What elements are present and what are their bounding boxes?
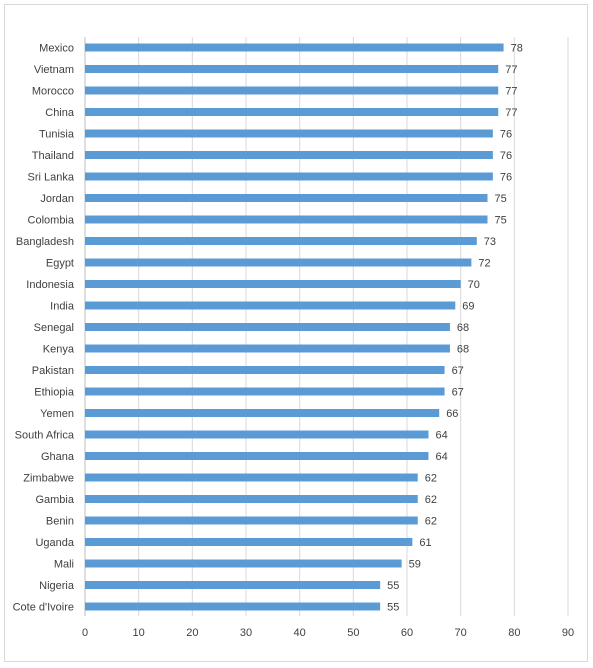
category-label-1: Vietnam: [34, 64, 74, 76]
bar-15: [85, 366, 445, 374]
category-label-0: Mexico: [39, 43, 74, 55]
data-label-10: 72: [478, 258, 490, 270]
category-label-21: Gambia: [35, 494, 74, 506]
data-label-9: 73: [484, 236, 496, 248]
bar-14: [85, 344, 450, 353]
bar-18: [85, 430, 429, 439]
x-tick-label-70: 70: [455, 627, 467, 639]
x-tick-label-80: 80: [508, 627, 520, 639]
bar-16: [85, 387, 445, 396]
data-label-12: 69: [462, 301, 474, 313]
category-label-12: India: [50, 301, 75, 313]
category-label-17: Yemen: [40, 408, 74, 420]
category-label-26: Cote d'Ivoire: [13, 602, 74, 614]
bar-12: [85, 301, 456, 310]
category-label-11: Indonesia: [26, 279, 75, 291]
bar-22: [85, 516, 418, 525]
category-label-13: Senegal: [34, 322, 74, 334]
x-tick-label-10: 10: [133, 627, 145, 639]
bar-17: [85, 409, 440, 417]
x-tick-label-40: 40: [294, 627, 306, 639]
data-label-26: 55: [387, 602, 399, 614]
category-label-16: Ethiopia: [34, 387, 75, 399]
data-label-5: 76: [500, 150, 512, 162]
data-label-1: 77: [505, 64, 517, 76]
data-label-13: 68: [457, 322, 469, 334]
data-label-19: 64: [435, 451, 447, 463]
bar-5: [85, 151, 493, 159]
x-tick-label-50: 50: [347, 627, 359, 639]
data-label-14: 68: [457, 344, 469, 356]
category-label-5: Thailand: [32, 150, 74, 162]
data-label-20: 62: [425, 473, 437, 485]
category-label-6: Sri Lanka: [28, 172, 75, 184]
bar-9: [85, 237, 477, 245]
bar-10: [85, 258, 472, 267]
bar-19: [85, 452, 429, 460]
bar-20: [85, 473, 418, 482]
bar-7: [85, 194, 488, 202]
bar-4: [85, 129, 493, 138]
bar-2: [85, 86, 499, 95]
bar-1: [85, 65, 499, 73]
data-label-25: 55: [387, 580, 399, 592]
bar-3: [85, 108, 499, 116]
x-tick-label-30: 30: [240, 627, 252, 639]
category-label-2: Morocco: [32, 86, 74, 98]
category-label-24: Mali: [54, 559, 74, 571]
category-label-10: Egypt: [46, 258, 74, 270]
category-label-3: China: [45, 107, 75, 119]
category-label-8: Colombia: [28, 215, 75, 227]
bar-21: [85, 495, 418, 503]
data-label-3: 77: [505, 107, 517, 119]
data-label-4: 76: [500, 129, 512, 141]
bar-11: [85, 280, 461, 288]
bar-8: [85, 215, 488, 224]
category-label-18: South Africa: [15, 430, 75, 442]
data-label-15: 67: [452, 365, 464, 377]
data-label-17: 66: [446, 408, 458, 420]
category-label-25: Nigeria: [39, 580, 75, 592]
bar-26: [85, 602, 381, 611]
bar-25: [85, 581, 381, 589]
x-tick-label-0: 0: [82, 627, 88, 639]
category-label-4: Tunisia: [39, 129, 75, 141]
category-label-23: Uganda: [35, 537, 74, 549]
data-label-18: 64: [435, 430, 447, 442]
category-label-7: Jordan: [40, 193, 74, 205]
data-label-2: 77: [505, 86, 517, 98]
data-label-8: 75: [495, 215, 507, 227]
bar-13: [85, 323, 450, 331]
data-label-23: 61: [419, 537, 431, 549]
category-label-14: Kenya: [43, 344, 75, 356]
data-label-7: 75: [495, 193, 507, 205]
category-label-15: Pakistan: [32, 365, 74, 377]
data-label-6: 76: [500, 172, 512, 184]
category-label-19: Ghana: [41, 451, 75, 463]
x-tick-label-60: 60: [401, 627, 413, 639]
data-label-24: 59: [409, 559, 421, 571]
data-label-11: 70: [468, 279, 480, 291]
bar-24: [85, 559, 402, 568]
bar-6: [85, 172, 493, 181]
category-label-9: Bangladesh: [16, 236, 74, 248]
data-label-22: 62: [425, 516, 437, 528]
x-tick-label-20: 20: [186, 627, 198, 639]
data-label-16: 67: [452, 387, 464, 399]
bar-0: [85, 43, 504, 52]
bar-23: [85, 538, 413, 546]
x-tick-label-90: 90: [562, 627, 574, 639]
category-label-20: Zimbabwe: [23, 473, 74, 485]
category-label-22: Benin: [46, 516, 74, 528]
data-label-0: 78: [511, 43, 523, 55]
data-label-21: 62: [425, 494, 437, 506]
